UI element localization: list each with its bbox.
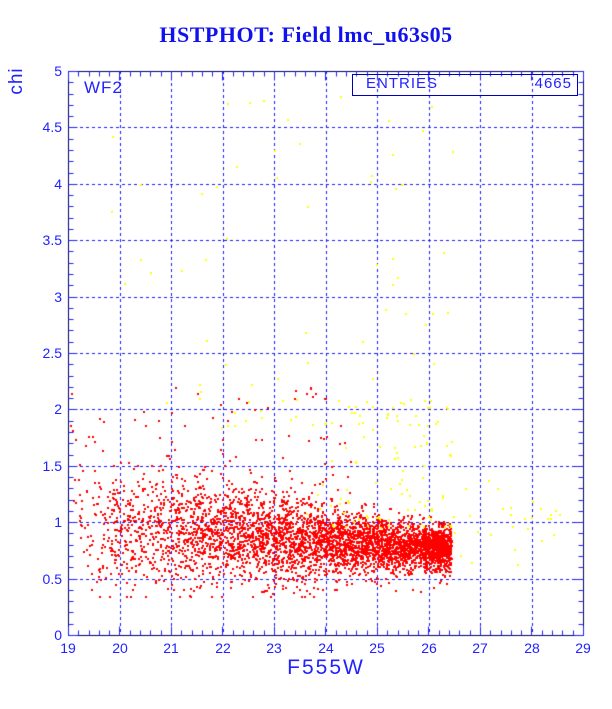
- y-tick-label: 4.5: [42, 119, 62, 135]
- y-tick-label: 0.5: [42, 571, 62, 587]
- x-tick-label: 29: [575, 640, 591, 656]
- y-tick-label: 5: [54, 63, 62, 79]
- y-tick-label: 4: [54, 176, 62, 192]
- x-tick-label: 28: [524, 640, 540, 656]
- x-tick-label: 22: [215, 640, 231, 656]
- x-tick-label: 24: [318, 640, 334, 656]
- y-tick-label: 3.5: [42, 232, 62, 248]
- y-tick-label: 1.5: [42, 458, 62, 474]
- stats-box-entries-value: 4665: [534, 75, 572, 92]
- x-tick-label: 26: [421, 640, 437, 656]
- y-tick-label: 2.5: [42, 345, 62, 361]
- y-tick-label: 3: [54, 289, 62, 305]
- x-tick-label: 27: [472, 640, 488, 656]
- stats-box-label: ENTRIES: [366, 75, 439, 92]
- x-tick-label: 19: [60, 640, 76, 656]
- page-title: HSTPHOT: Field lmc_u63s05: [159, 22, 453, 47]
- x-tick-label: 20: [112, 640, 128, 656]
- x-tick-label: 23: [266, 640, 282, 656]
- detector-label: WF2: [84, 78, 123, 97]
- x-tick-label: 25: [369, 640, 385, 656]
- x-tick-label: 21: [163, 640, 179, 656]
- stats-box: ENTRIES 4665: [352, 74, 578, 96]
- x-axis-title: F555W: [287, 656, 365, 679]
- y-tick-label: 1: [54, 514, 62, 530]
- y-tick-label: 2: [54, 401, 62, 417]
- y-tick-label: 0: [54, 627, 62, 643]
